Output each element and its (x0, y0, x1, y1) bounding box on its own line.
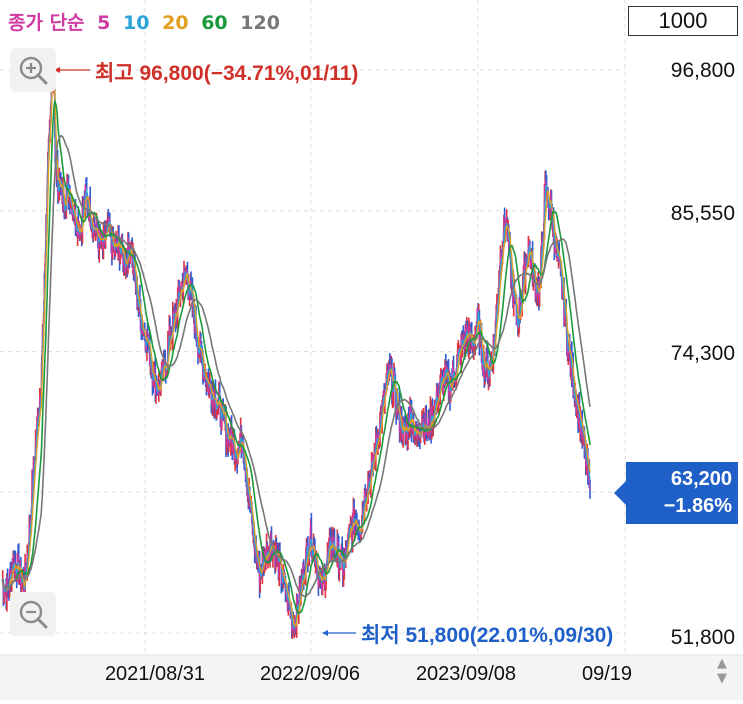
current-price-tag: 63,200 −1.86% (614, 462, 738, 524)
legend-ma5[interactable]: 5 (97, 12, 111, 34)
zoom-in-button[interactable] (10, 48, 56, 92)
ma-line-60 (1, 99, 591, 615)
legend-ma10[interactable]: 10 (123, 12, 150, 34)
scroll-up-icon[interactable]: ▲ (717, 656, 727, 671)
low-annotation: 최저 51,800(22.01%,09/30) (361, 624, 613, 647)
x-tick-label-1: 2022/09/06 (260, 663, 360, 685)
series-lines (1, 59, 591, 639)
zoom-in-icon (19, 56, 48, 85)
y-tick-label-3: 51,800 (671, 626, 735, 649)
zoom-out-button[interactable] (10, 592, 56, 636)
annotations: 최고 96,800(−34.71%,01/11) 최저 51,800(22.01… (54, 62, 613, 647)
zoom-out-icon (19, 600, 48, 629)
ma-line-120 (1, 134, 591, 598)
current-price: 63,200 (670, 468, 732, 490)
ma-line-10 (1, 72, 591, 630)
price-change: −1.86% (663, 495, 732, 517)
legend-label: 종가 단순 (8, 12, 85, 34)
high-marker-arrow (54, 67, 60, 73)
ma-line-20 (1, 77, 591, 628)
axes: 96,800 85,550 74,300 51,800 2021/08/31 2… (0, 59, 743, 700)
x-tick-label-2: 2023/09/08 (416, 663, 516, 685)
y-tick-label-1: 85,550 (671, 202, 735, 225)
scroll-down-icon[interactable]: ▼ (717, 671, 727, 686)
x-tick-label-0: 2021/08/31 (105, 663, 205, 685)
period-count-input[interactable]: 1000 (628, 6, 738, 36)
legend-ma120[interactable]: 120 (240, 12, 280, 34)
x-tick-label-3: 09/19 (582, 663, 632, 685)
y-tick-label-2: 74,300 (671, 342, 735, 365)
ma-legend[interactable]: 종가 단순 5 10 20 60 120 (8, 8, 286, 35)
legend-ma20[interactable]: 20 (162, 12, 189, 34)
legend-ma60[interactable]: 60 (201, 12, 228, 34)
high-annotation: 최고 96,800(−34.71%,01/11) (95, 62, 358, 85)
x-axis-background (0, 655, 743, 700)
scroll-control[interactable]: ▲ ▼ (708, 656, 736, 690)
low-marker-arrow (322, 630, 328, 636)
y-tick-label-0: 96,800 (671, 59, 735, 82)
